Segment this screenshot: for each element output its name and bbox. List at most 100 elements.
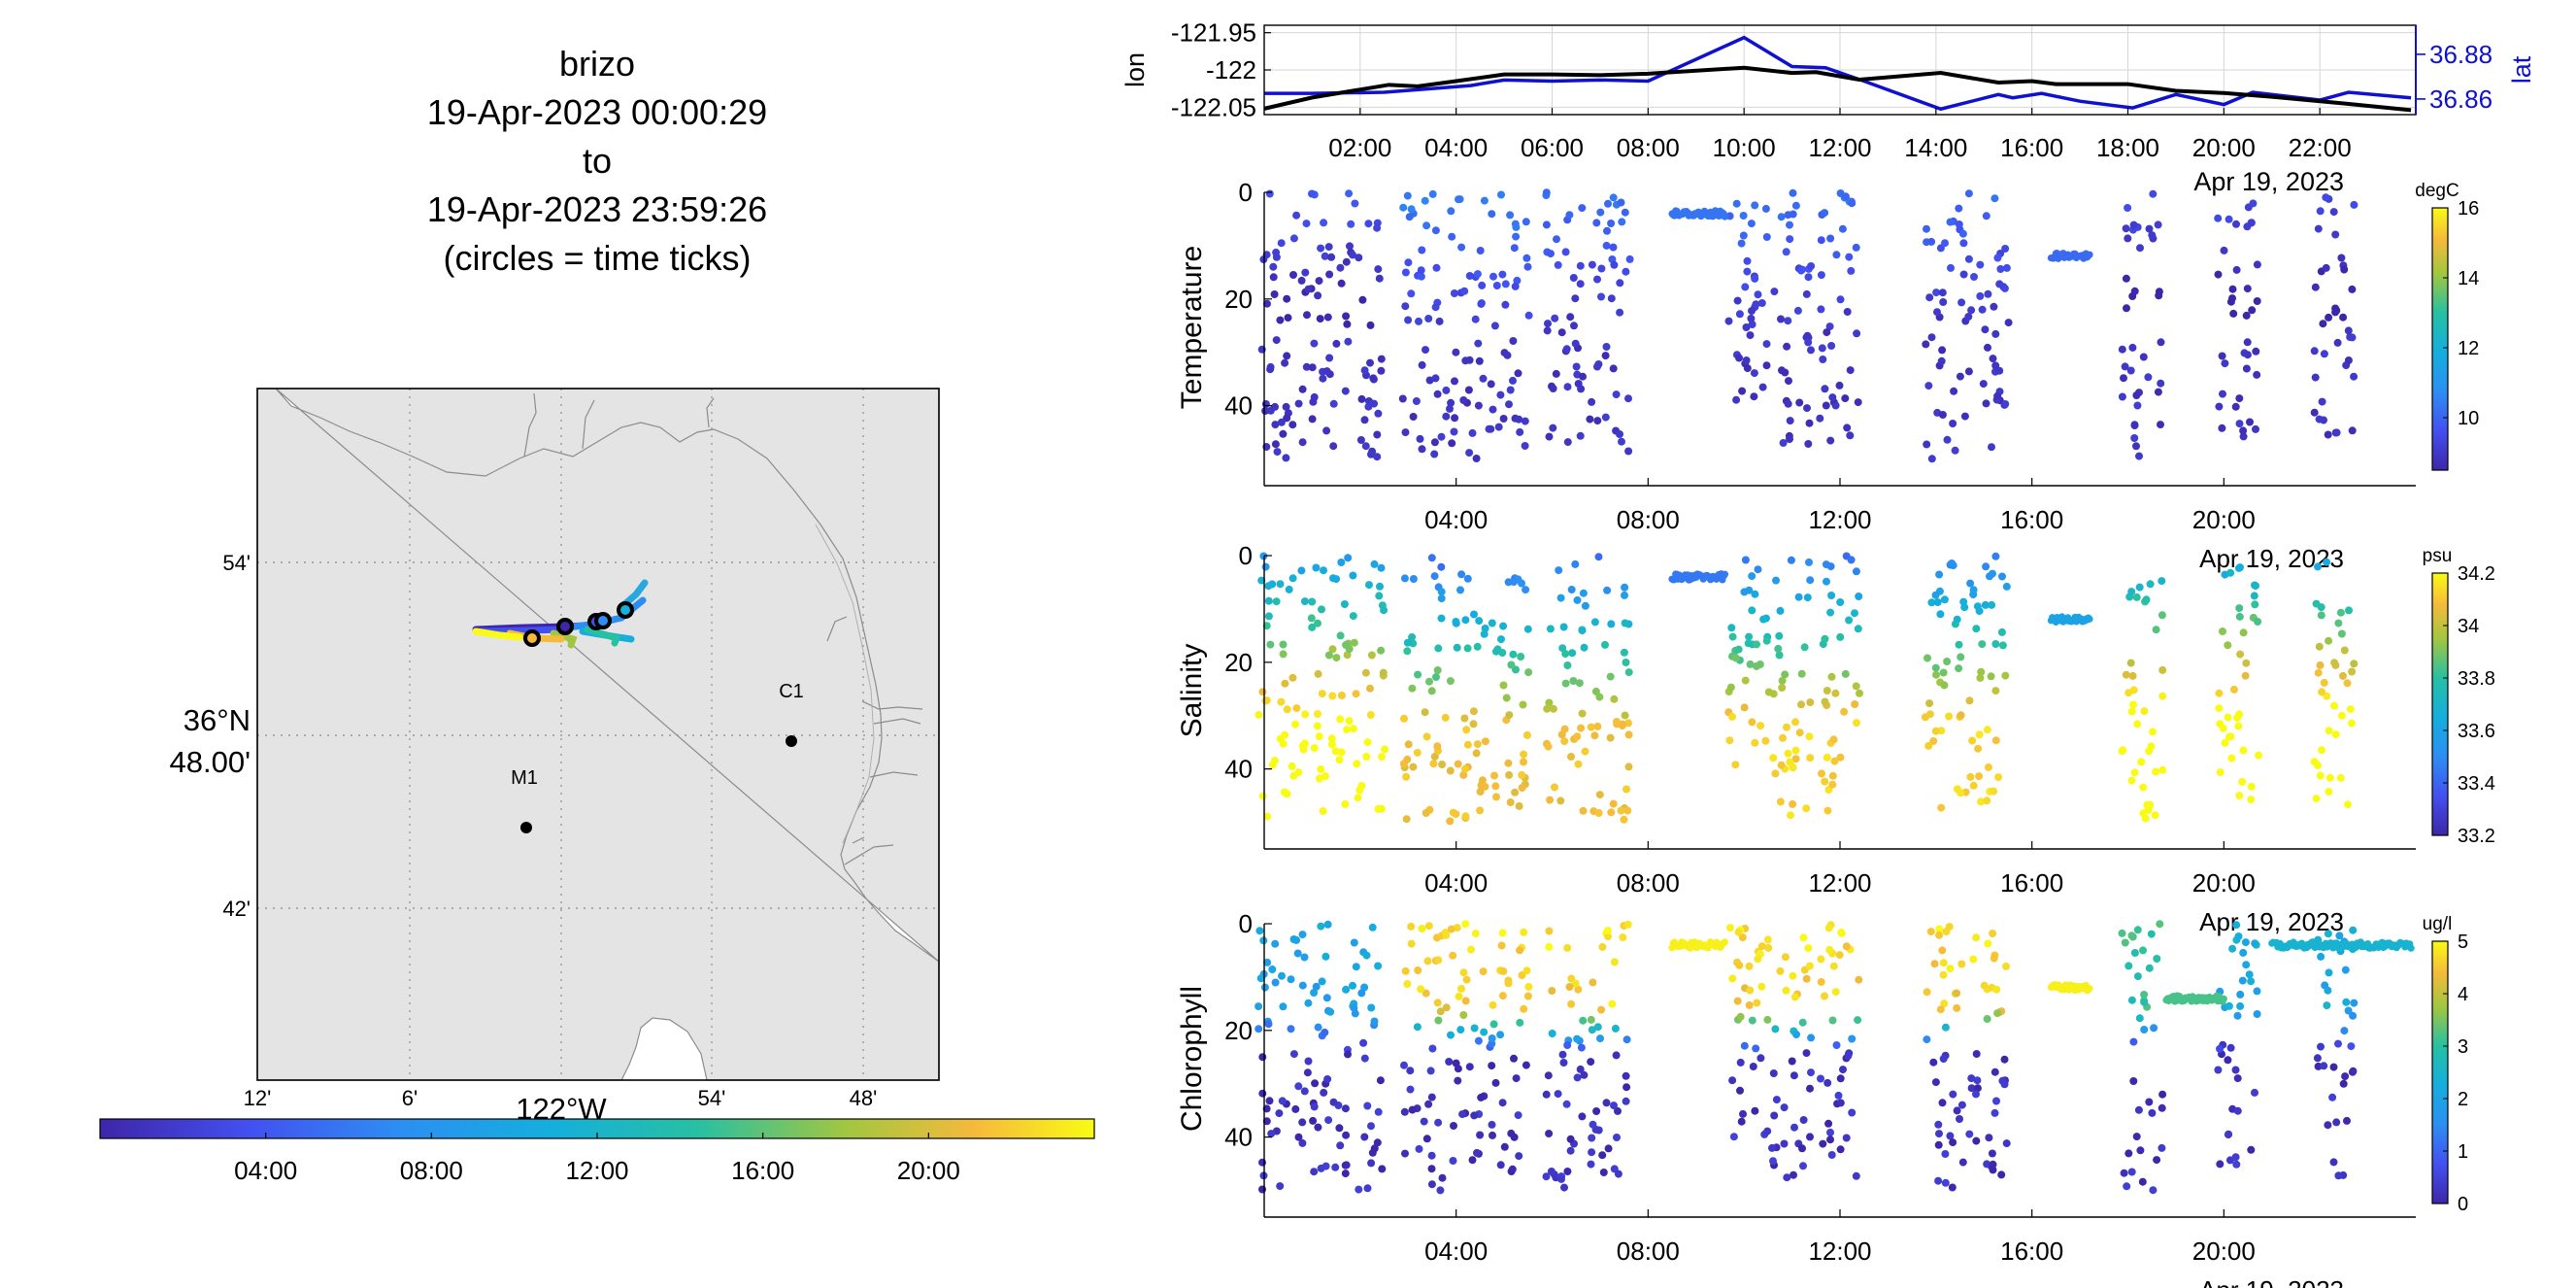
scatter-point	[1437, 614, 1446, 623]
scatter-point	[2132, 391, 2141, 399]
scatter-point	[1282, 402, 1290, 411]
scatter-point	[1761, 736, 1770, 745]
scatter-point	[1935, 925, 1944, 933]
scatter-point	[1935, 570, 1944, 579]
scatter-point	[1958, 229, 1967, 238]
scatter-point	[1289, 771, 1298, 780]
scatter-point	[2316, 771, 2325, 780]
scatter-point	[1407, 922, 1416, 931]
scatter-point	[1298, 1118, 1307, 1127]
scatter-point	[1407, 939, 1416, 948]
scatter-point	[1932, 288, 1941, 297]
scatter-point	[1317, 244, 1325, 253]
scatter-point	[1506, 386, 1515, 394]
scatter-point	[1819, 356, 1827, 363]
scatter-point	[1957, 789, 1965, 797]
scatter-point	[1935, 1130, 1943, 1138]
scatter-point	[1427, 1093, 1436, 1102]
scatter-point	[2247, 782, 2256, 791]
scatter-point	[1752, 300, 1760, 309]
scatter-point	[1591, 687, 1600, 695]
scatter-point	[1566, 313, 1575, 322]
scatter-point	[1502, 694, 1511, 702]
scatter-point	[2127, 1168, 2136, 1176]
scatter-point	[1265, 189, 1274, 198]
nav-x-tick-label: 22:00	[2289, 133, 2352, 162]
scatter-point	[1805, 419, 1814, 427]
scatter-point	[2139, 809, 2148, 818]
scatter-point	[2120, 374, 2127, 383]
scatter-point	[1788, 1057, 1796, 1066]
scatter-point	[2154, 220, 2162, 229]
scatter-point	[1938, 346, 1947, 355]
scatter-point	[1836, 1145, 1845, 1154]
scatter-point	[1265, 1097, 1274, 1105]
section-colorbar-units: psu	[2423, 546, 2453, 566]
scatter-point	[1356, 436, 1365, 444]
scatter-point	[1425, 677, 1433, 686]
nav-lon-tick-label: -121.95	[1171, 18, 1256, 48]
scatter-point	[2158, 1090, 2167, 1099]
scatter-point	[1735, 310, 1744, 319]
scatter-point	[1751, 1106, 1759, 1115]
scatter-point	[1817, 271, 1825, 280]
scatter-point	[1587, 1058, 1595, 1067]
scatter-point	[1336, 263, 1345, 272]
scatter-point	[1984, 763, 1992, 771]
scatter-point	[1777, 761, 1786, 769]
scatter-point	[1623, 1035, 1631, 1044]
scatter-point	[2140, 707, 2149, 716]
scatter-point	[1799, 1116, 1808, 1124]
scatter-point	[2158, 1143, 2166, 1152]
scatter-point	[1448, 439, 1456, 448]
scatter-point	[2130, 768, 2139, 777]
scatter-point	[2145, 747, 2154, 756]
scatter-point	[1982, 212, 1991, 220]
scatter-point	[2221, 738, 2229, 747]
scatter-point	[1308, 597, 1317, 606]
scatter-point	[2253, 1010, 2261, 1018]
scatter-point	[1740, 703, 1749, 712]
scatter-point	[2001, 245, 2010, 253]
scatter-point	[1524, 311, 1533, 320]
scatter-point	[1459, 396, 1468, 404]
scatter-point	[1573, 1034, 1582, 1043]
scatter-point	[1319, 374, 1327, 383]
scatter-point	[1964, 189, 1973, 198]
scatter-point	[2314, 224, 2323, 233]
x-tick-label: 20:00	[2192, 868, 2256, 898]
scatter-point	[1621, 619, 1629, 627]
scatter-point	[2238, 777, 2247, 786]
scatter-point	[1373, 430, 1382, 439]
scatter-point	[1264, 1020, 1273, 1029]
scatter-point	[1975, 607, 1984, 616]
scatter-point	[1374, 265, 1383, 274]
scatter-point	[2124, 204, 2132, 212]
scatter-point	[1288, 762, 1296, 770]
scatter-point	[1373, 1138, 1382, 1147]
scatter-point	[1964, 313, 1973, 321]
scatter-point	[1580, 643, 1589, 652]
scatter-point	[2253, 260, 2261, 269]
scatter-point	[1969, 955, 1978, 964]
scatter-point	[1588, 1134, 1596, 1142]
scatter-point	[1510, 1133, 1519, 1141]
scatter-point	[1297, 566, 1306, 575]
scatter-point	[1288, 673, 1297, 682]
scatter-point	[1590, 618, 1599, 627]
nav-date-label: Apr 19, 2023	[2193, 167, 2344, 196]
scatter-point	[1852, 682, 1860, 691]
scatter-point	[1377, 646, 1386, 655]
scatter-point	[1311, 1079, 1320, 1088]
scatter-point	[1447, 398, 1455, 407]
scatter-point	[1276, 316, 1285, 324]
scatter-point	[2144, 373, 2153, 382]
scatter-point	[1314, 619, 1321, 627]
scatter-point	[1310, 1168, 1319, 1176]
scatter-point	[1520, 1004, 1528, 1013]
scatter-point	[2225, 732, 2233, 741]
scatter-point	[1984, 289, 1992, 298]
scatter-point	[1381, 745, 1389, 754]
scatter-point	[1261, 407, 1270, 415]
scatter-point	[1750, 369, 1758, 378]
